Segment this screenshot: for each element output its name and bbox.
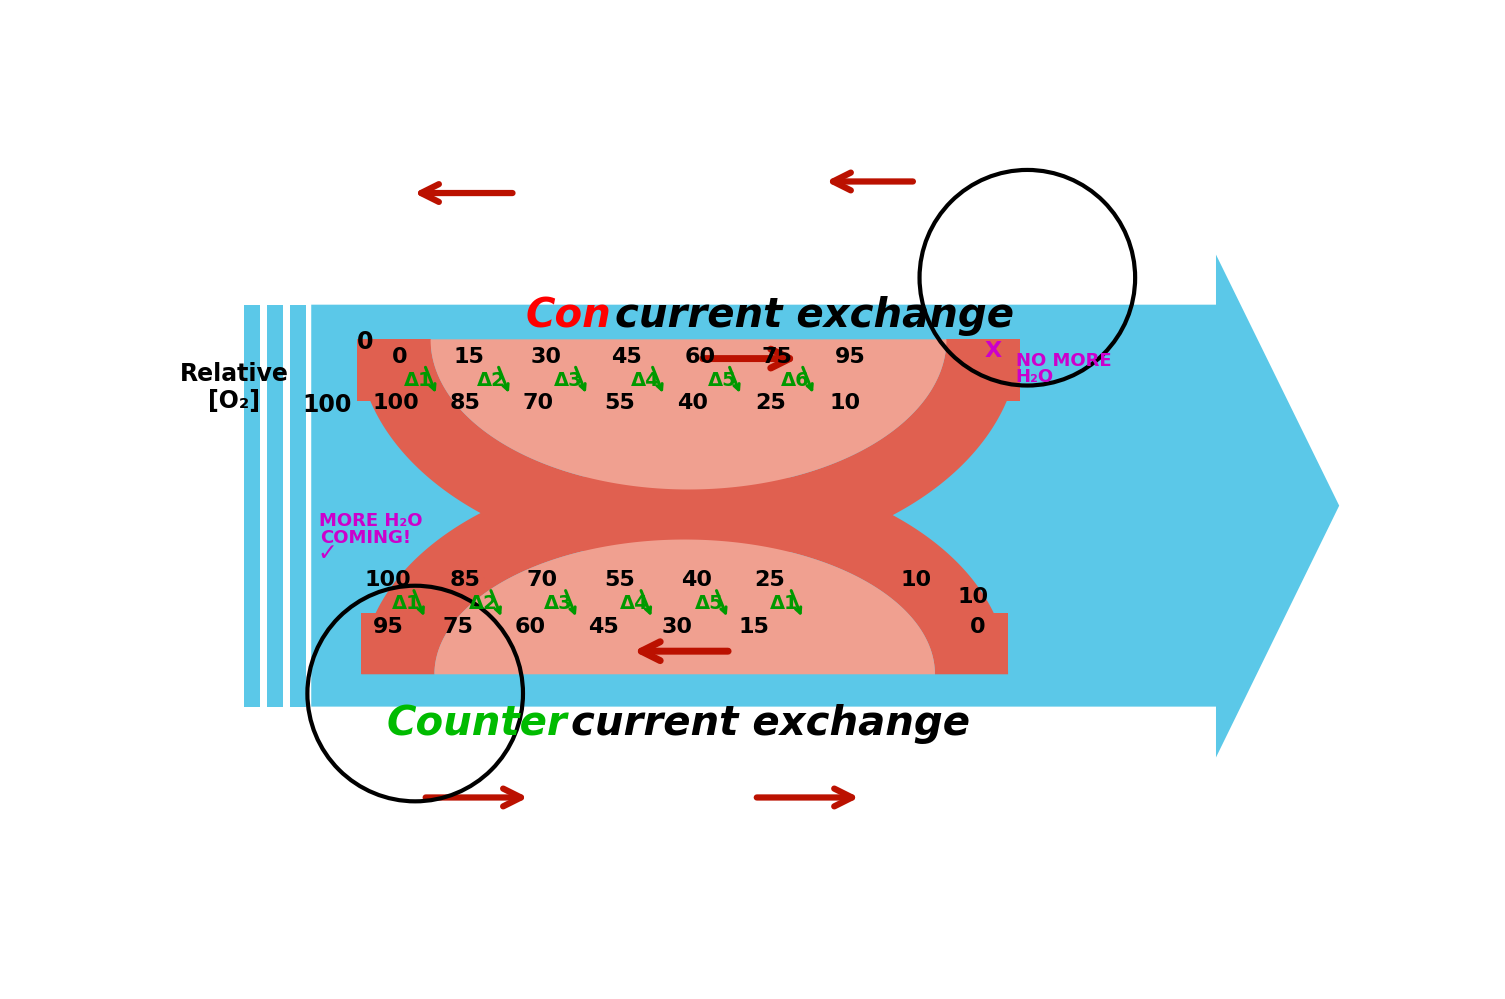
Text: 30: 30 — [531, 347, 561, 367]
Polygon shape — [935, 612, 1008, 674]
Text: Con: Con — [525, 297, 611, 337]
Text: Δ1: Δ1 — [393, 594, 421, 613]
Text: 40: 40 — [680, 570, 712, 590]
Text: current exchange: current exchange — [572, 704, 971, 744]
Text: [O₂]: [O₂] — [208, 389, 260, 413]
Text: 45: 45 — [588, 616, 619, 636]
Text: Δ1: Δ1 — [403, 371, 432, 390]
Polygon shape — [358, 340, 1020, 562]
Bar — [244, 305, 260, 706]
Text: 55: 55 — [604, 570, 635, 590]
Text: 45: 45 — [611, 347, 643, 367]
Text: 30: 30 — [662, 616, 692, 636]
Text: Δ4: Δ4 — [620, 594, 649, 613]
Polygon shape — [361, 539, 1008, 674]
Text: NO MORE: NO MORE — [1016, 353, 1111, 371]
Text: H₂O: H₂O — [1016, 368, 1054, 386]
Text: Δ4: Δ4 — [631, 371, 659, 390]
Text: 25: 25 — [754, 570, 784, 590]
Text: 85: 85 — [450, 570, 480, 590]
Text: 55: 55 — [604, 394, 635, 414]
Text: 0: 0 — [969, 616, 986, 636]
Polygon shape — [312, 255, 1339, 757]
Text: 0: 0 — [391, 347, 408, 367]
Text: 75: 75 — [762, 347, 793, 367]
Text: 100: 100 — [303, 394, 351, 418]
Polygon shape — [358, 340, 1020, 490]
Text: 70: 70 — [527, 570, 558, 590]
Text: 15: 15 — [453, 347, 485, 367]
Text: Δ2: Δ2 — [470, 594, 498, 613]
Text: Δ3: Δ3 — [545, 594, 573, 613]
Text: MORE H₂O: MORE H₂O — [319, 511, 423, 529]
Text: 95: 95 — [835, 347, 865, 367]
Polygon shape — [358, 340, 430, 401]
Text: 10: 10 — [829, 394, 861, 414]
Text: current exchange: current exchange — [616, 297, 1014, 337]
Text: 25: 25 — [756, 394, 786, 414]
Bar — [268, 305, 283, 706]
Text: Δ5: Δ5 — [695, 594, 724, 613]
Text: Counter: Counter — [387, 704, 567, 744]
Polygon shape — [947, 340, 1020, 401]
Text: Δ5: Δ5 — [707, 371, 737, 390]
Polygon shape — [361, 612, 435, 674]
Text: 10: 10 — [957, 587, 989, 607]
Bar — [290, 305, 306, 706]
Text: 85: 85 — [450, 394, 480, 414]
Text: 100: 100 — [364, 570, 411, 590]
Text: X: X — [984, 341, 1001, 361]
Text: ✓: ✓ — [318, 541, 337, 565]
Text: Δ3: Δ3 — [554, 371, 582, 390]
Text: 40: 40 — [677, 394, 707, 414]
Text: 75: 75 — [442, 616, 473, 636]
Text: 70: 70 — [522, 394, 554, 414]
Text: 10: 10 — [900, 570, 932, 590]
Text: Δ6: Δ6 — [781, 371, 810, 390]
Text: 60: 60 — [685, 347, 716, 367]
Text: 95: 95 — [373, 616, 403, 636]
Text: 0: 0 — [357, 330, 373, 354]
Text: 100: 100 — [373, 394, 420, 414]
Text: 60: 60 — [515, 616, 546, 636]
Text: Δ2: Δ2 — [477, 371, 506, 390]
Text: Relative: Relative — [179, 362, 289, 386]
Polygon shape — [361, 467, 1008, 674]
Text: Δ1: Δ1 — [769, 594, 798, 613]
Text: COMING!: COMING! — [321, 528, 411, 546]
Text: 15: 15 — [739, 616, 769, 636]
